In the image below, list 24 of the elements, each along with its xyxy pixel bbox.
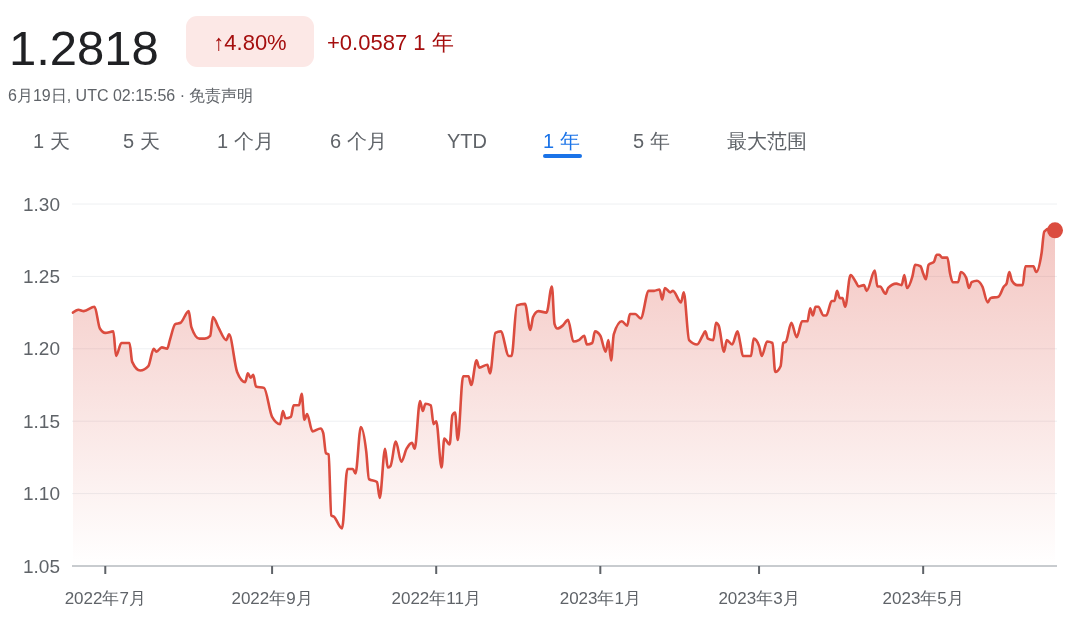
text: 最大范围 [727, 130, 807, 152]
text: 5 年 [633, 130, 670, 152]
text: 1 个月 [217, 130, 274, 152]
x-tick-label: 2022年7月 [64, 589, 146, 608]
x-tick-label: 2023年3月 [718, 589, 800, 608]
x-tick-label: 2022年11月 [391, 589, 481, 608]
y-tick-label: 1.30 [23, 193, 60, 215]
text: 1 年 [543, 130, 580, 152]
text: YTD [447, 130, 487, 152]
text: ↑4.80% [213, 30, 287, 55]
y-tick-label: 1.20 [23, 338, 60, 360]
y-tick-label: 1.15 [23, 410, 60, 432]
text: +0.0587 1 年 [327, 30, 454, 55]
text: 1 天 [33, 130, 70, 152]
x-tick-label: 2022年9月 [231, 589, 313, 608]
text: 6 个月 [330, 130, 387, 152]
text: 5 天 [123, 130, 160, 152]
y-tick-label: 1.05 [23, 555, 60, 577]
y-tick-label: 1.10 [23, 483, 60, 505]
chart-title: 1.2818 [9, 21, 159, 75]
chart-subtitle: 6月19日, UTC 02:15:56 · 免责声明 [8, 87, 254, 104]
x-tick-label: 2023年5月 [882, 589, 964, 608]
y-tick-label: 1.25 [23, 266, 60, 288]
x-tick-label: 2023年1月 [559, 589, 641, 608]
